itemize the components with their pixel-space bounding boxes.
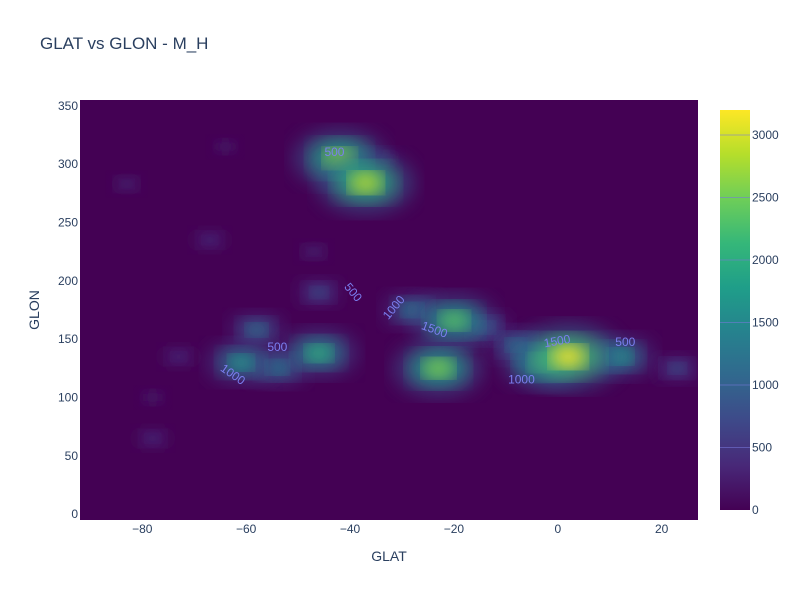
density-peak-22 bbox=[316, 151, 415, 215]
density-peak-3 bbox=[109, 172, 145, 196]
density-peak-20 bbox=[393, 339, 484, 398]
y-axis-ticks: 0 50 100 150 200 250 300 350 bbox=[58, 99, 78, 521]
y-tick-label: 200 bbox=[58, 274, 78, 288]
density-peak-23 bbox=[515, 323, 621, 391]
y-tick-label: 350 bbox=[58, 99, 78, 113]
colorbar-tick-label: 2500 bbox=[752, 191, 779, 205]
density-peak-19 bbox=[411, 293, 497, 348]
colorbar-tick-label: 1000 bbox=[752, 378, 779, 392]
density-peak-0 bbox=[209, 136, 242, 158]
x-tick-label: −20 bbox=[444, 522, 465, 536]
density-peak-9 bbox=[653, 353, 698, 384]
contour-label-7: 500 bbox=[615, 335, 635, 349]
x-tick-label: 0 bbox=[554, 522, 561, 536]
x-tick-label: −80 bbox=[132, 522, 153, 536]
x-tick-label: −60 bbox=[236, 522, 257, 536]
x-tick-label: −40 bbox=[340, 522, 361, 536]
y-tick-label: 0 bbox=[71, 507, 78, 521]
density-peak-17 bbox=[280, 328, 358, 378]
colorbar-tick-label: 1500 bbox=[752, 316, 779, 330]
y-tick-label: 250 bbox=[58, 216, 78, 230]
contour-label-6: 1500 bbox=[543, 332, 572, 350]
colorbar-tick-label: 3000 bbox=[752, 128, 779, 142]
density-peak-5 bbox=[133, 426, 172, 451]
contour-label-8: 1000 bbox=[508, 373, 535, 387]
density-peak-6 bbox=[191, 228, 229, 252]
density-peak-4 bbox=[296, 240, 332, 263]
y-axis-title: GLON bbox=[26, 290, 42, 330]
y-tick-label: 50 bbox=[65, 449, 79, 463]
contour-label-4: 500 bbox=[267, 340, 287, 354]
density-layer bbox=[109, 128, 698, 451]
contour-label-0: 500 bbox=[324, 145, 344, 159]
y-tick-label: 300 bbox=[58, 157, 78, 171]
density-peak-7 bbox=[159, 344, 198, 369]
x-axis-title: GLAT bbox=[371, 548, 407, 564]
x-tick-label: 20 bbox=[655, 522, 669, 536]
density-peak-12 bbox=[227, 311, 286, 349]
density-peak-16 bbox=[205, 340, 276, 385]
colorbar-ticks: 0 500 1000 1500 2000 2500 3000 bbox=[720, 128, 779, 517]
density-peak-1 bbox=[136, 387, 169, 408]
colorbar-tick-label: 2000 bbox=[752, 253, 779, 267]
colorbar-tick-label: 500 bbox=[752, 441, 772, 455]
colorbar-tick-label: 0 bbox=[752, 503, 759, 517]
colorbar bbox=[720, 110, 750, 510]
x-axis-ticks: −80 −60 −40 −20 0 20 bbox=[132, 522, 669, 536]
density-peak-8 bbox=[295, 277, 343, 308]
y-tick-label: 150 bbox=[58, 332, 78, 346]
y-tick-label: 100 bbox=[58, 391, 78, 405]
chart-title: GLAT vs GLON - M_H bbox=[40, 34, 209, 53]
